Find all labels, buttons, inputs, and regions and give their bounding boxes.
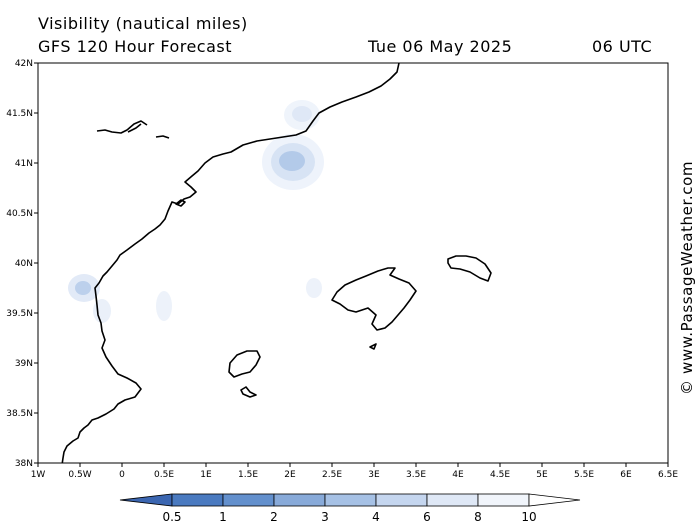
colorbar-label: 2: [270, 510, 278, 524]
formentera: [240, 386, 257, 398]
colorbar-label: 4: [372, 510, 380, 524]
lon-tick-label: 4.5E: [490, 470, 510, 480]
forecast-time: 06 UTC: [592, 37, 653, 56]
lat-tick-label: 40.5N: [6, 209, 33, 219]
lat-tick-label: 38N: [15, 459, 33, 469]
lon-tick-label: 0.5W: [68, 470, 91, 480]
colorbar-label: 1: [219, 510, 227, 524]
lat-tick-label: 39.5N: [6, 309, 33, 319]
lat-tick-label: 40N: [15, 259, 33, 269]
colorbar-segment: [273, 493, 326, 507]
lon-tick-label: 1W: [31, 470, 46, 480]
map-frame: [37, 62, 669, 464]
colorbar-label: 8: [474, 510, 482, 524]
colorbar-label: 3: [321, 510, 329, 524]
lon-tick-label: 5E: [536, 470, 548, 480]
lon-tick-label: 3.5E: [406, 470, 426, 480]
colorbar-label: 6: [423, 510, 431, 524]
lat-tick-label: 39N: [15, 359, 33, 369]
lon-tick-label: 5.5E: [574, 470, 594, 480]
lon-tick-label: 1E: [200, 470, 212, 480]
lat-tick-label: 41.5N: [6, 109, 33, 119]
forecast-model-label: GFS 120 Hour Forecast: [38, 37, 233, 56]
forecast-date: Tue 06 May 2025: [368, 37, 513, 56]
low-visibility-patch-valencia: [68, 274, 111, 323]
ibiza: [228, 350, 261, 378]
lon-tick-label: 4E: [452, 470, 464, 480]
colorbar-segment: [119, 493, 173, 507]
colorbar-segment: [222, 493, 275, 507]
colorbar-segment: [375, 493, 428, 507]
lon-tick-label: 2E: [284, 470, 296, 480]
visibility-colorbar: 0.5 1 2 3 4 6 8 10: [119, 493, 581, 524]
low-visibility-patch-north: [284, 100, 320, 130]
visibility-patches: [68, 100, 324, 323]
columbretes-islands: [175, 199, 186, 207]
menorca: [447, 255, 492, 282]
low-visibility-patch-offshore: [156, 278, 322, 321]
colorbar-segment: [324, 493, 377, 507]
low-visibility-patch-barcelona: [262, 134, 324, 190]
ebro-delta-tip: [155, 135, 170, 139]
ebro-delta-coast: [96, 120, 148, 134]
lon-tick-label: 2.5E: [322, 470, 342, 480]
lat-tick-label: 41N: [15, 159, 33, 169]
colorbar-segment: [477, 493, 530, 507]
lon-tick-label: 6.5E: [658, 470, 678, 480]
colorbar-label: 0.5: [162, 510, 181, 524]
colorbar-segment: [528, 493, 581, 507]
chart-title: Visibility (nautical miles): [38, 14, 248, 33]
colorbar-segment: [426, 493, 479, 507]
lon-tick-label: 6E: [620, 470, 632, 480]
lon-tick-label: 1.5E: [238, 470, 258, 480]
colorbar-label: 10: [521, 510, 536, 524]
longitude-ticks: 1W 0.5W 0 0.5E 1E 1.5E 2E 2.5E 3E 3.5E 4E 4.5E 5E 5.5…: [31, 463, 678, 480]
colorbar-segment: [171, 493, 224, 507]
lon-tick-label: 3E: [368, 470, 380, 480]
latitude-ticks: 42N 41.5N 41N 40.5N 40N 39.5N 39N 38.5N 38N: [6, 59, 38, 469]
coastlines: [61, 63, 492, 463]
iberian-coastline: [61, 63, 400, 463]
lon-tick-label: 0.5E: [154, 470, 174, 480]
lat-tick-label: 38.5N: [6, 409, 33, 419]
cabrera: [369, 343, 377, 350]
mallorca: [331, 267, 417, 331]
lat-tick-label: 42N: [15, 59, 33, 69]
lon-tick-label: 0: [119, 470, 125, 480]
